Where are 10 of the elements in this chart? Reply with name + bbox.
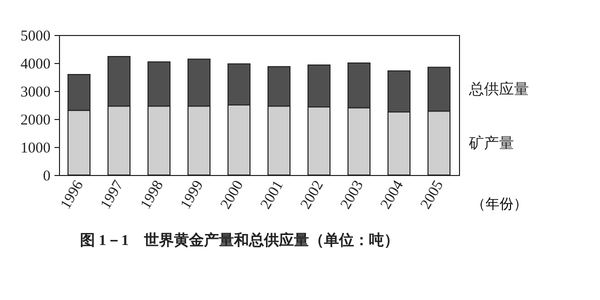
y-tick-label: 0 [43,168,50,184]
x-axis-title: （年份） [472,196,528,212]
y-tick-label: 3000 [20,84,50,100]
y-tick-label: 4000 [20,56,50,72]
y-tick-label: 1000 [20,140,50,156]
caption: 图 1－1 世界黄金产量和总供应量（单位：吨） [80,231,399,249]
y-tick-label: 2000 [20,112,50,128]
y-tick-label: 5000 [20,28,50,44]
series-label: 矿产量 [468,135,514,152]
series-label: 总供应量 [468,81,529,98]
